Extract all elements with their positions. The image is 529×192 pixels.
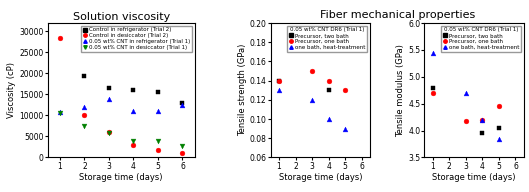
Point — [56, 36, 64, 39]
Point — [324, 89, 333, 92]
Point — [105, 132, 113, 135]
Point — [308, 98, 316, 101]
Point — [154, 110, 162, 113]
Point — [324, 79, 333, 82]
Point — [178, 103, 187, 107]
Point — [129, 140, 138, 143]
Point — [56, 112, 64, 115]
Title: Solution viscosity: Solution viscosity — [72, 12, 170, 22]
Point — [80, 74, 89, 77]
Point — [80, 124, 89, 127]
X-axis label: Storage time (days): Storage time (days) — [279, 173, 362, 182]
Y-axis label: Tensile strength (GPa): Tensile strength (GPa) — [238, 44, 247, 137]
Point — [178, 101, 187, 104]
X-axis label: Storage time (days): Storage time (days) — [79, 173, 163, 182]
Point — [478, 118, 487, 121]
Point — [341, 127, 349, 130]
Text: Fiber mechanical properties: Fiber mechanical properties — [320, 10, 475, 20]
Point — [105, 131, 113, 134]
Point — [105, 98, 113, 101]
Point — [462, 119, 470, 122]
X-axis label: Storage time (days): Storage time (days) — [432, 173, 516, 182]
Point — [80, 114, 89, 117]
Point — [154, 91, 162, 94]
Point — [129, 143, 138, 146]
Point — [275, 89, 283, 92]
Legend: Control in refrigerator (Trial 2), Control in desiccator (Trial 2), 0.05 wt% CNT: Control in refrigerator (Trial 2), Contr… — [81, 26, 192, 52]
Point — [129, 110, 138, 113]
Point — [80, 106, 89, 109]
Point — [428, 91, 437, 94]
Point — [56, 111, 64, 114]
Point — [428, 51, 437, 54]
Point — [495, 105, 503, 108]
Point — [341, 89, 349, 92]
Y-axis label: Viscosity (cP): Viscosity (cP) — [7, 62, 16, 118]
Point — [478, 118, 487, 121]
Point — [275, 79, 283, 82]
Point — [478, 132, 487, 135]
Point — [105, 87, 113, 90]
Point — [275, 79, 283, 82]
Legend: Precursor, two bath, Precursor, one bath, one bath, heat-treatment: Precursor, two bath, Precursor, one bath… — [441, 26, 521, 52]
Point — [428, 86, 437, 89]
Y-axis label: Tensile modulus (GPa): Tensile modulus (GPa) — [396, 44, 405, 137]
Point — [324, 118, 333, 121]
Point — [154, 140, 162, 143]
Legend: Precursor, two bath, Precursor, one bath, one bath, heat-treatment: Precursor, two bath, Precursor, one bath… — [287, 26, 367, 52]
Point — [178, 144, 187, 147]
Point — [154, 148, 162, 151]
Point — [129, 89, 138, 92]
Point — [308, 70, 316, 73]
Point — [178, 152, 187, 155]
Point — [495, 126, 503, 129]
Point — [462, 91, 470, 94]
Point — [495, 137, 503, 140]
